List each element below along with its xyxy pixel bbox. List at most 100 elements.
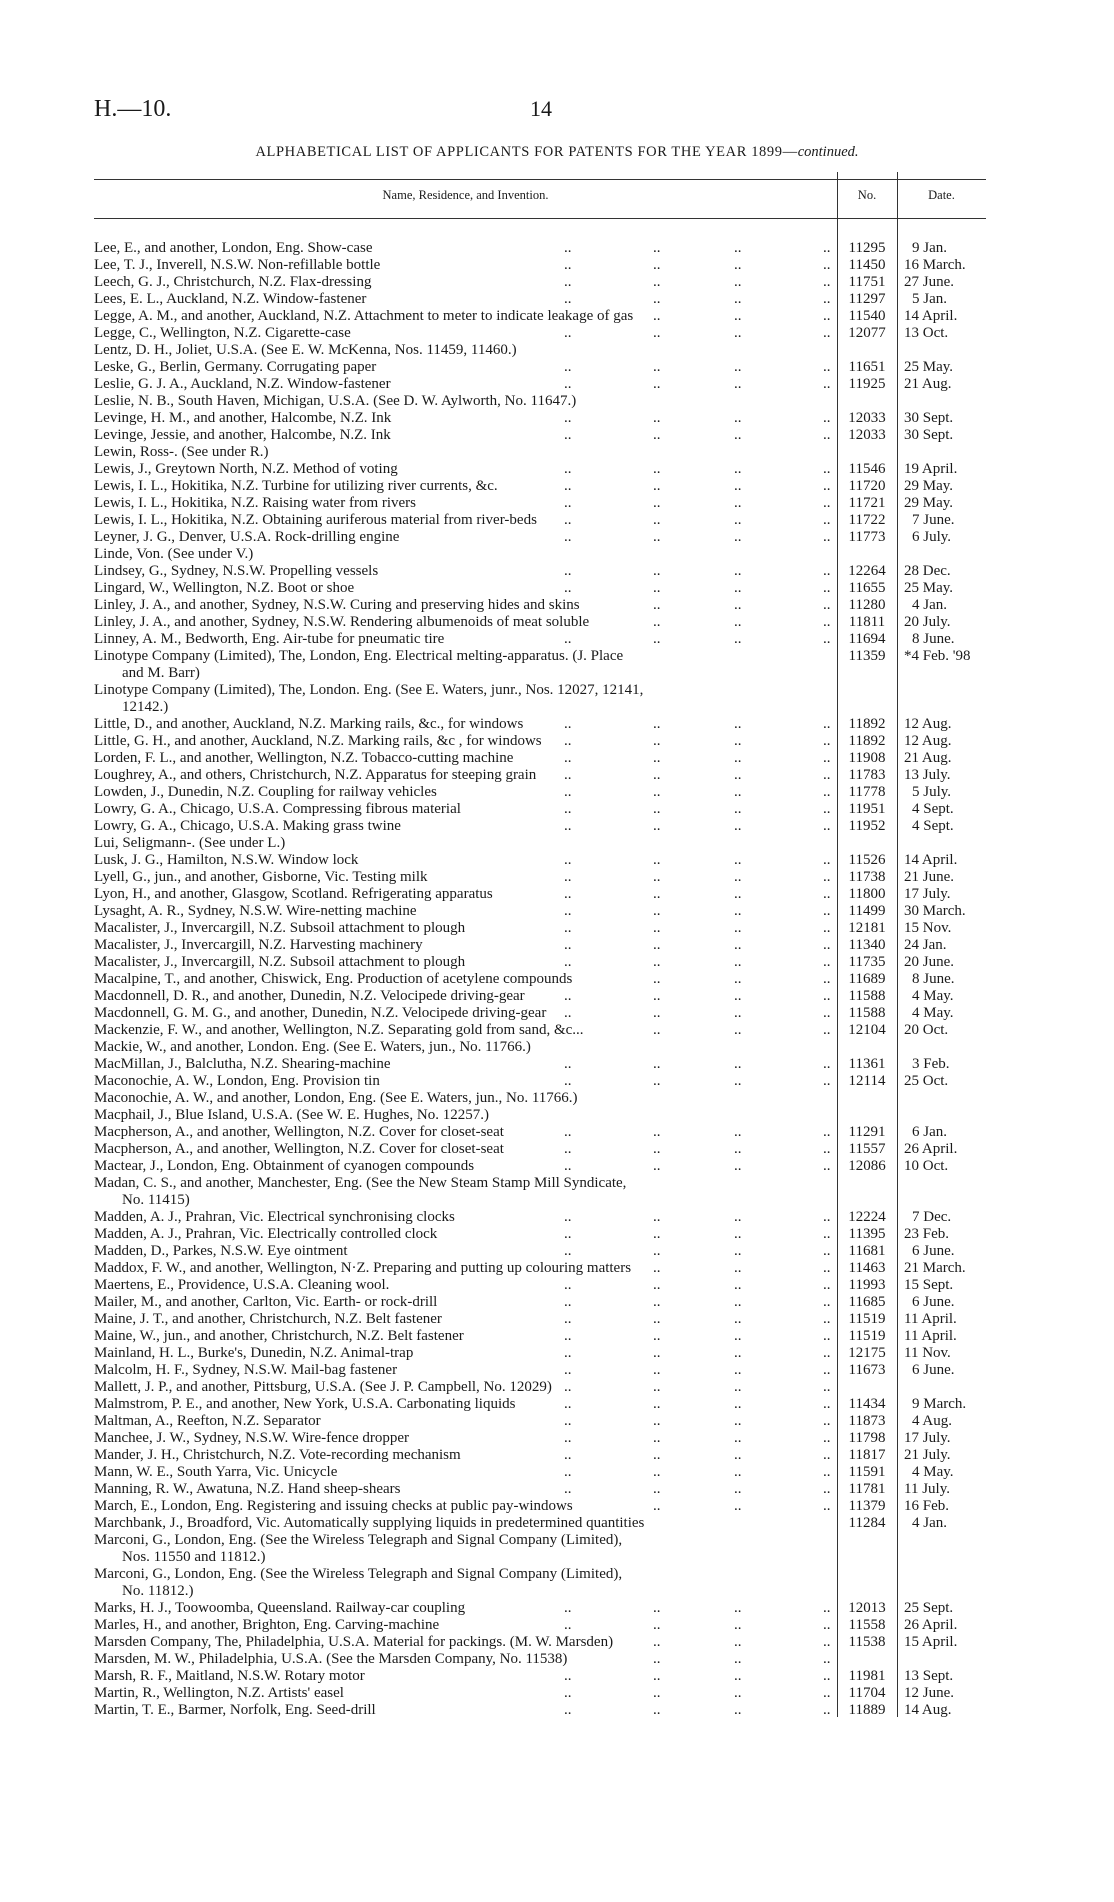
leader-dots: .. xyxy=(823,597,831,613)
leader-dots: .. xyxy=(653,1634,661,1650)
entry-text: Macdonnell, G. M. G., and another, Duned… xyxy=(94,1005,547,1021)
leader-dots: .. xyxy=(734,1600,742,1616)
leader-dots: .. xyxy=(564,716,572,732)
entry-text: Maddox, F. W., and another, Wellington, … xyxy=(94,1260,632,1276)
leader-dots: .. xyxy=(734,716,742,732)
table-row: Madden, D., Parkes, N.S.W. Eye ointment 1… xyxy=(0,1243,1114,1260)
leader-dots: .. xyxy=(734,1447,742,1463)
leader-dots: .. xyxy=(564,257,572,273)
leader-dots: .. xyxy=(564,903,572,919)
patent-number: 12104 xyxy=(848,1022,886,1038)
leader-dots: .. xyxy=(653,376,661,392)
leader-dots: .. xyxy=(734,1005,742,1021)
leader-dots: .. xyxy=(653,614,661,630)
patent-number: 11340 xyxy=(848,937,886,953)
table-row: Lowry, G. A., Chicago, U.S.A. Making gra… xyxy=(0,818,1114,835)
table-row: Loughrey, A., and others, Christchurch, … xyxy=(0,767,1114,784)
entry-text: Mander, J. H., Christchurch, N.Z. Vote-r… xyxy=(94,1447,461,1463)
entry-text: Leslie, N. B., South Haven, Michigan, U.… xyxy=(94,393,577,409)
entry-text: Mackenzie, F. W., and another, Wellingto… xyxy=(94,1022,584,1038)
entry-text: Linotype Company (Limited), The, London,… xyxy=(94,648,624,664)
leader-dots: .. xyxy=(564,1362,572,1378)
leader-dots: .. xyxy=(734,1260,742,1276)
leader-dots: .. xyxy=(734,1158,742,1174)
patent-number: 11540 xyxy=(848,308,886,324)
leader-dots: .. xyxy=(653,869,661,885)
entry-text: Marks, H. J., Toowoomba, Queensland. Rai… xyxy=(94,1600,466,1616)
application-date: 29 May. xyxy=(904,495,954,511)
patent-number: 11538 xyxy=(848,1634,886,1650)
leader-dots: .. xyxy=(734,971,742,987)
leader-dots: .. xyxy=(653,1345,661,1361)
entry-text: Lewis, I. L., Hokitika, N.Z. Obtaining a… xyxy=(94,512,537,528)
table-row: Maddox, F. W., and another, Wellington, … xyxy=(0,1260,1114,1277)
leader-dots: .. xyxy=(564,1226,572,1242)
leader-dots: .. xyxy=(564,852,572,868)
patent-number: 11694 xyxy=(848,631,886,647)
application-date: 15 Sept. xyxy=(904,1277,954,1293)
application-date: 23 Feb. xyxy=(904,1226,949,1242)
leader-dots: .. xyxy=(823,1124,831,1140)
leader-dots: .. xyxy=(653,920,661,936)
patent-number: 11773 xyxy=(848,529,886,545)
leader-dots: .. xyxy=(823,427,831,443)
patent-number: 11892 xyxy=(848,716,886,732)
application-date: 26 April. xyxy=(904,1617,958,1633)
leader-dots: .. xyxy=(734,903,742,919)
applicant-list: Lee, E., and another, London, Eng. Show-… xyxy=(0,240,1114,1719)
table-row: Malmstrom, P. E., and another, New York,… xyxy=(0,1396,1114,1413)
leader-dots: .. xyxy=(734,427,742,443)
table-row: Mactear, J., London, Eng. Obtainment of … xyxy=(0,1158,1114,1175)
table-row: Linley, J. A., and another, Sydney, N.S.… xyxy=(0,614,1114,631)
leader-dots: .. xyxy=(734,495,742,511)
application-date: 11 April. xyxy=(904,1328,957,1344)
leader-dots: .. xyxy=(734,325,742,341)
leader-dots: .. xyxy=(734,1243,742,1259)
leader-dots: .. xyxy=(653,580,661,596)
leader-dots: .. xyxy=(823,801,831,817)
entry-text: Linotype Company (Limited), The, London.… xyxy=(94,682,644,698)
leader-dots: .. xyxy=(653,1124,661,1140)
leader-dots: .. xyxy=(653,1073,661,1089)
leader-dots: .. xyxy=(823,410,831,426)
application-date: 7 June. xyxy=(912,512,955,528)
leader-dots: .. xyxy=(823,240,831,256)
leader-dots: .. xyxy=(823,937,831,953)
column-divider-no xyxy=(837,172,838,1717)
leader-dots: .. xyxy=(734,1396,742,1412)
document-reference: H.—10. xyxy=(94,96,172,122)
leader-dots: .. xyxy=(734,580,742,596)
patent-number: 11800 xyxy=(848,886,886,902)
leader-dots: .. xyxy=(823,1311,831,1327)
application-date: 12 Aug. xyxy=(904,716,952,732)
patent-number: 11588 xyxy=(848,1005,886,1021)
leader-dots: .. xyxy=(564,1158,572,1174)
leader-dots: .. xyxy=(823,291,831,307)
application-date: 30 Sept. xyxy=(904,410,954,426)
patent-number: 11817 xyxy=(848,1447,886,1463)
leader-dots: .. xyxy=(653,291,661,307)
leader-dots: .. xyxy=(734,733,742,749)
table-row: Marsden, M. W., Philadelphia, U.S.A. (Se… xyxy=(0,1651,1114,1668)
table-row: Maltman, A., Reefton, N.Z. Separator 1187… xyxy=(0,1413,1114,1430)
application-date: 26 April. xyxy=(904,1141,958,1157)
table-row: Macalister, J., Invercargill, N.Z. Subso… xyxy=(0,954,1114,971)
patent-number: 11721 xyxy=(848,495,886,511)
leader-dots: .. xyxy=(734,257,742,273)
leader-dots: .. xyxy=(823,1498,831,1514)
patent-number: 12013 xyxy=(848,1600,886,1616)
leader-dots: .. xyxy=(734,529,742,545)
leader-dots: .. xyxy=(823,920,831,936)
leader-dots: .. xyxy=(734,1311,742,1327)
table-top-rule xyxy=(94,179,986,180)
patent-number: 11591 xyxy=(848,1464,886,1480)
leader-dots: .. xyxy=(823,1209,831,1225)
leader-dots: .. xyxy=(823,1685,831,1701)
patent-number: 11889 xyxy=(848,1702,886,1718)
table-row: Lyon, H., and another, Glasgow, Scotland… xyxy=(0,886,1114,903)
application-date: 11 July. xyxy=(904,1481,950,1497)
leader-dots: .. xyxy=(734,886,742,902)
leader-dots: .. xyxy=(823,376,831,392)
leader-dots: .. xyxy=(653,1651,661,1667)
patent-number: 11798 xyxy=(848,1430,886,1446)
